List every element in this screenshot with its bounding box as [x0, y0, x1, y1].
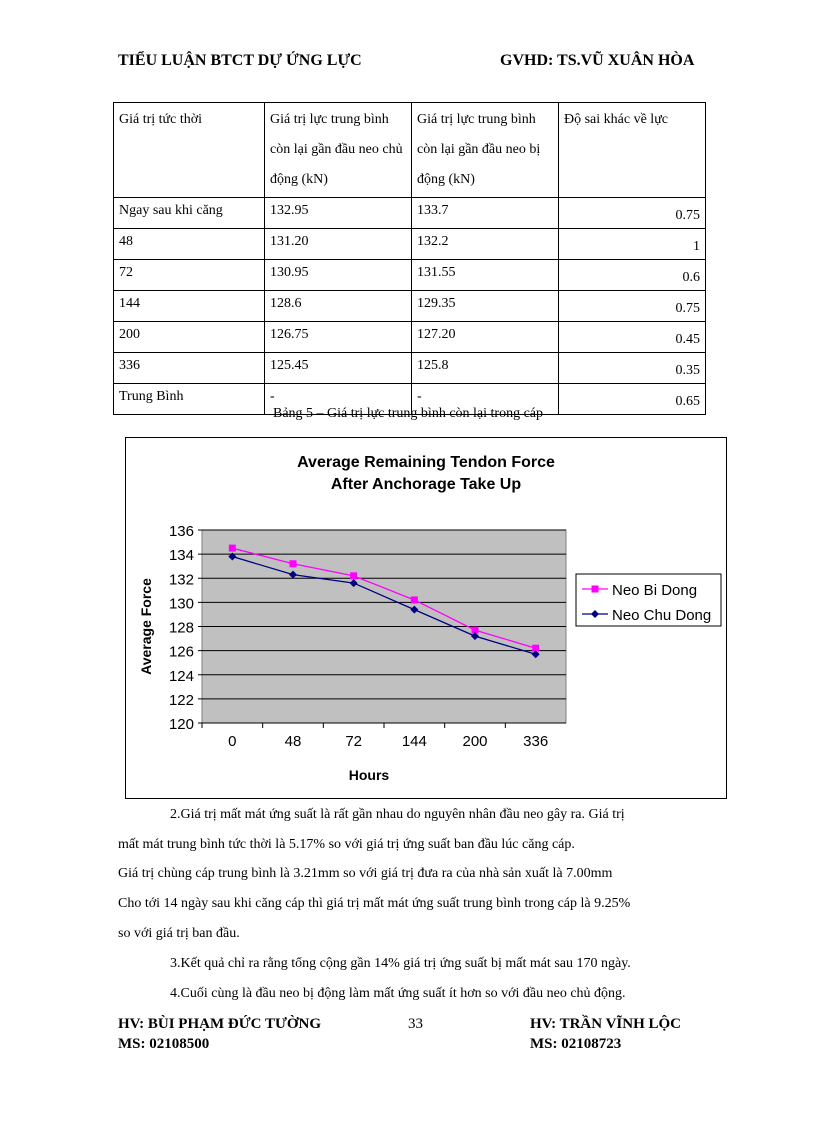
table-cell: 128.6 [264, 290, 412, 322]
paragraph: mất mát trung bình tức thời là 5.17% so … [118, 837, 575, 852]
y-tick-label: 122 [169, 692, 194, 709]
table-cell: 133.7 [411, 197, 559, 229]
table-cell: - [264, 383, 412, 415]
table-cell: 130.95 [264, 259, 412, 291]
paragraph: 3.Kết quả chỉ ra rằng tổng cộng gần 14% … [170, 956, 631, 971]
table-cell: 127.20 [411, 321, 559, 353]
data-point [532, 644, 540, 652]
footer-author1: HV: BÙI PHẠM ĐỨC TƯỜNG [118, 1016, 322, 1032]
table-cell: 126.75 [264, 321, 412, 353]
table-row: 72 130.95 131.55 0.6 [113, 259, 706, 291]
data-point [228, 552, 237, 561]
table-cell: 200 [113, 321, 265, 353]
footer-id1: MS: 02108500 [118, 1036, 210, 1052]
x-tick-label: 0 [228, 733, 236, 750]
th: Giá trị tức thời [113, 102, 265, 198]
data-point [350, 572, 358, 580]
table-row: Ngay sau khi căng 132.95 133.7 0.75 [113, 197, 706, 229]
x-tick-label: 72 [345, 733, 362, 750]
table-cell: 144 [113, 290, 265, 322]
table-cell: 131.55 [411, 259, 559, 291]
paragraph: 4.Cuối cùng là đầu neo bị động làm mất ứ… [170, 986, 626, 1001]
legend-label: Neo Chu Dong [612, 607, 711, 624]
table-cell: 336 [113, 352, 265, 384]
table-cell: 132.95 [264, 197, 412, 229]
table-cell: 1 [558, 228, 706, 260]
paragraph: so với giá trị ban đầu. [118, 926, 240, 941]
table-row: 200 126.75 127.20 0.45 [113, 321, 706, 353]
data-point [289, 570, 297, 579]
legend-marker [591, 585, 599, 593]
y-tick-label: 120 [169, 716, 194, 733]
x-tick-label: 336 [523, 733, 548, 750]
data-point [349, 579, 358, 588]
paragraph: Cho tới 14 ngày sau khi căng cáp thì giá… [118, 896, 631, 911]
table-cell: Trung Bình [113, 383, 265, 415]
y-tick-label: 134 [169, 547, 194, 564]
page-number: 33 [408, 1016, 423, 1032]
table-cell: 0.65 [558, 383, 706, 415]
y-tick-label: 136 [169, 523, 194, 540]
series-line [232, 555, 536, 655]
data-point [228, 544, 236, 552]
data-point [410, 605, 419, 614]
header-left: TIỂU LUẬN BTCT DỰ ỨNG LỰC [118, 52, 362, 69]
data-point [471, 632, 479, 641]
chart-svg: Average Remaining Tendon Force After Anch… [138, 454, 722, 783]
x-tick-label: 144 [402, 733, 427, 750]
y-tick-label: 126 [169, 644, 194, 661]
footer-author2: HV: TRẦN VĨNH LỘC [530, 1016, 682, 1032]
y-axis-label: Average Force [138, 578, 154, 675]
data-point [531, 650, 540, 659]
th: Độ sai khác về lực [558, 102, 706, 198]
y-tick-label: 130 [169, 595, 194, 612]
table-cell: 129.35 [411, 290, 559, 322]
chart-title: Average Remaining Tendon Force [297, 454, 555, 471]
series-line [232, 547, 536, 649]
table-cell: 0.35 [558, 352, 706, 384]
chart-title: After Anchorage Take Up [331, 476, 521, 493]
data-point [410, 596, 418, 604]
table-row: Trung Bình - -0.65 [113, 383, 706, 415]
legend-marker [591, 610, 599, 618]
x-axis-label: Hours [349, 767, 390, 783]
table-caption: Bảng 5 – Giá trị lực trung bình còn lại … [272, 406, 544, 421]
table-row: 336 125.45 125.8 0.35 [113, 352, 706, 384]
legend-label: Neo Bi Dong [612, 582, 697, 599]
table-cell: Ngay sau khi căng [113, 197, 265, 229]
table-row: 144 128.6 129.35 0.75 [113, 290, 706, 322]
table-cell: 131.20 [264, 228, 412, 260]
table-cell: 0.45 [558, 321, 706, 353]
table-cell: 125.8 [411, 352, 559, 384]
legend [575, 573, 722, 627]
chart: Average Remaining Tendon Force After Anch… [125, 437, 727, 799]
y-tick-label: 128 [169, 620, 194, 637]
table-cell: 72 [113, 259, 265, 291]
data-point [471, 626, 479, 634]
y-tick-label: 124 [169, 668, 194, 685]
th: Giá trị lực trung bình còn lại gần đầu n… [411, 102, 559, 198]
table-row: 48 131.20 132.2 1 [113, 228, 706, 260]
table-cell: 132.2 [411, 228, 559, 260]
table-header: Giá trị tức thời Giá trị lực trung bình … [113, 102, 706, 198]
th: Giá trị lực trung bình còn lại gần đầu n… [264, 102, 412, 198]
header-right: GVHD: TS.VŨ XUÂN HÒA [500, 52, 695, 69]
paragraph: 2.Giá trị mất mát ứng suất là rất gần nh… [170, 807, 625, 822]
table-cell: 48 [113, 228, 265, 260]
table-cell: 125.45 [264, 352, 412, 384]
x-tick-label: 48 [285, 733, 302, 750]
paragraph: Giá trị chùng cáp trung bình là 3.21mm s… [118, 866, 613, 881]
x-tick-label: 200 [462, 733, 487, 750]
table-cell: 0.75 [558, 197, 706, 229]
y-tick-label: 132 [169, 571, 194, 588]
table-cell: 0.75 [558, 290, 706, 322]
force-table: Giá trị tức thời Giá trị lực trung bình … [113, 102, 706, 415]
data-point [289, 560, 297, 568]
table-cell: 0.6 [558, 259, 706, 291]
footer-id2: MS: 02108723 [530, 1036, 622, 1052]
